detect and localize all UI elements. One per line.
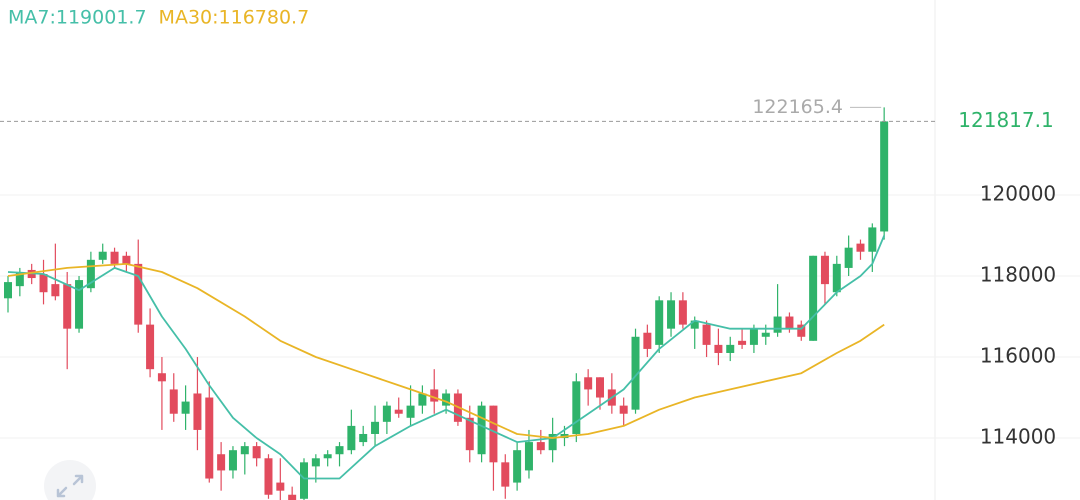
candle-body xyxy=(477,405,486,455)
candle-body xyxy=(240,446,249,455)
candle-body xyxy=(205,397,214,479)
candle-body xyxy=(761,332,770,337)
candle-body xyxy=(193,393,202,430)
candle-body xyxy=(631,336,640,410)
candle-body xyxy=(678,300,687,325)
candle-body xyxy=(465,417,474,451)
candle-body xyxy=(536,442,545,451)
candle-body xyxy=(134,263,143,325)
candle-body xyxy=(489,405,498,463)
candle-body xyxy=(548,433,557,451)
candle-body xyxy=(702,324,711,345)
candle-body xyxy=(832,263,841,293)
candle-body xyxy=(513,450,522,483)
candle-body xyxy=(809,255,818,341)
candles xyxy=(4,107,889,500)
candle-body xyxy=(584,377,593,390)
candle-body xyxy=(690,320,699,329)
candle-body xyxy=(596,377,604,398)
candle-body xyxy=(15,271,24,287)
candle-body xyxy=(406,405,415,418)
y-tick-label: 118000 xyxy=(980,263,1056,287)
candle-body xyxy=(75,280,84,329)
candle-body xyxy=(323,454,332,459)
ma-line xyxy=(7,263,885,439)
candle-body xyxy=(773,316,782,333)
candle-body xyxy=(335,446,344,455)
candle-body xyxy=(856,243,865,252)
candle-body xyxy=(359,433,368,443)
y-tick-label: 114000 xyxy=(980,425,1056,449)
candle-body xyxy=(371,421,380,434)
legend-entry: MA7:119001.7 xyxy=(8,7,147,29)
y-tick-label: 116000 xyxy=(980,344,1056,368)
candle-body xyxy=(264,458,273,495)
y-tick-label: 120000 xyxy=(980,182,1056,206)
candle-body xyxy=(667,300,676,329)
candle-body xyxy=(880,121,889,232)
candle-body xyxy=(122,255,131,264)
candle-body xyxy=(63,284,72,329)
candle-body xyxy=(820,255,829,285)
candle-body xyxy=(347,425,356,451)
candle-body xyxy=(714,344,723,353)
candle-body xyxy=(394,409,403,414)
candle-body xyxy=(300,462,308,499)
candle-body xyxy=(619,405,628,414)
candle-body xyxy=(4,282,12,299)
candle-body xyxy=(868,227,877,252)
last-price-label: 121817.1 xyxy=(958,108,1053,132)
candle-body xyxy=(418,393,427,406)
candle-body xyxy=(524,442,533,471)
candle-body xyxy=(501,462,510,487)
ma-line xyxy=(7,235,886,480)
expand-icon xyxy=(56,474,84,498)
candle-body xyxy=(110,251,119,264)
candle-body xyxy=(572,381,581,434)
candle-body xyxy=(643,332,652,349)
candle-body xyxy=(430,389,439,402)
candle-body xyxy=(288,494,297,500)
candle-body xyxy=(749,328,758,345)
candle-body xyxy=(181,401,190,414)
high-label: 122165.4 xyxy=(752,96,843,118)
expand-button[interactable] xyxy=(44,460,96,500)
last-price-box xyxy=(940,103,1080,140)
candle-body xyxy=(442,393,451,406)
candle-body xyxy=(86,259,95,289)
candle-body xyxy=(39,273,48,293)
candle-body xyxy=(738,340,747,345)
legend-entry: MA30:116780.7 xyxy=(159,7,310,29)
candle-body xyxy=(98,251,107,260)
candle-body xyxy=(146,324,155,370)
candle-body xyxy=(785,316,794,329)
candle-body xyxy=(797,324,806,337)
candle-body xyxy=(276,482,285,491)
candle-body xyxy=(51,284,60,297)
candle-body xyxy=(169,389,178,414)
candle-body xyxy=(844,247,853,268)
candle-body xyxy=(217,454,226,471)
candle-body xyxy=(382,405,391,422)
candle-body xyxy=(157,373,166,382)
candle-body xyxy=(228,450,237,471)
candle-body xyxy=(252,446,261,459)
candle-body xyxy=(655,300,664,345)
candle-body xyxy=(726,344,735,353)
candle-body xyxy=(311,458,320,467)
